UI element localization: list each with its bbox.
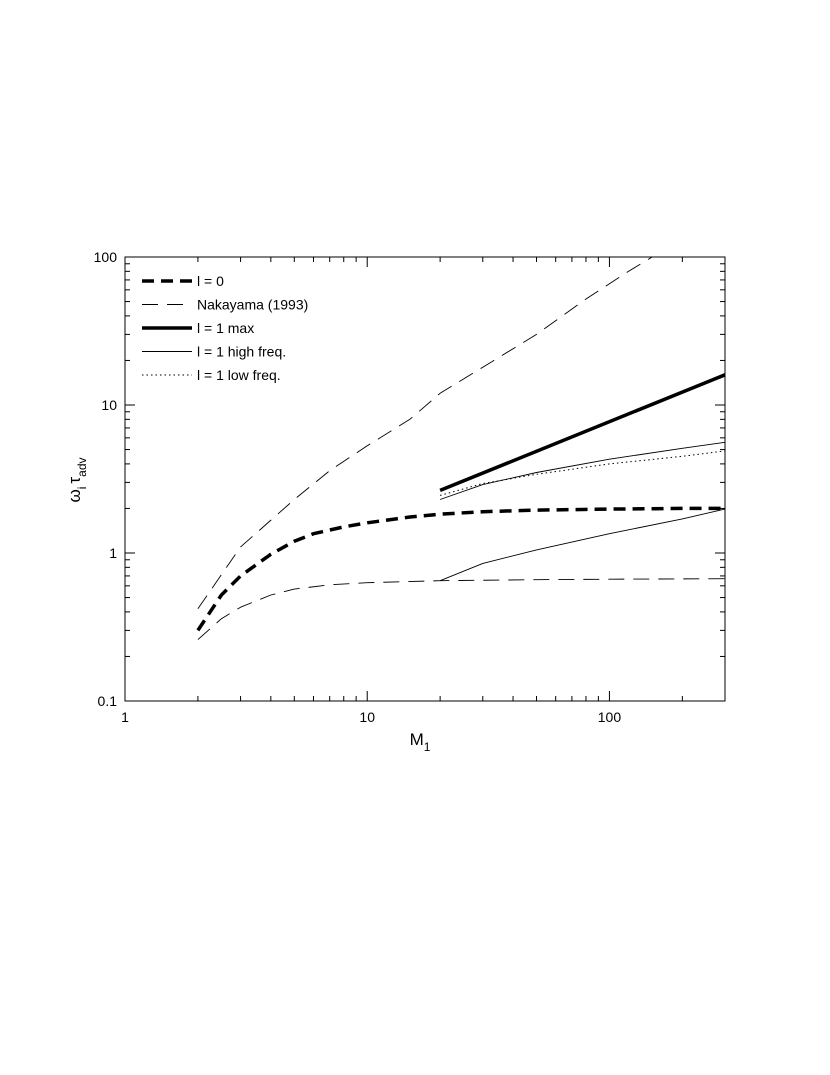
- legend-label: l = 0: [197, 273, 224, 289]
- series-layer: [196, 257, 725, 640]
- series-line-2: [197, 578, 725, 640]
- x-axis-label-main: M: [410, 730, 424, 749]
- series-line-1: [197, 257, 653, 610]
- legend-label: Nakayama (1993): [197, 297, 308, 313]
- axis-ticks: [124, 256, 726, 702]
- plot-frame: [124, 256, 726, 702]
- series-line-6: [439, 450, 725, 496]
- x-axis-label: M1: [410, 730, 431, 754]
- y-tick-label: 0.1: [98, 693, 118, 709]
- y-tick-label: 1: [109, 545, 117, 561]
- x-tick-label: 10: [359, 709, 375, 725]
- y-axis-label-omega: ω: [65, 489, 84, 502]
- series-line-0: [196, 506, 725, 632]
- y-tick-label: 10: [101, 397, 117, 413]
- y-axis-label-tau: τ: [65, 477, 84, 484]
- legend: l = 0 Nakayama (1993) l = 1 max l = 1 high …: [142, 273, 308, 383]
- x-axis-label-subscript: 1: [424, 740, 431, 754]
- x-tick-label: 100: [598, 709, 622, 725]
- legend-label: l = 1 max: [197, 320, 254, 336]
- y-axis-label-omega-sub: i: [75, 487, 89, 490]
- legend-label: l = 1 low freq.: [197, 367, 281, 383]
- x-tick-label: 1: [121, 709, 129, 725]
- legend-label: l = 1 high freq.: [197, 344, 286, 360]
- series-line-5: [439, 508, 725, 582]
- series-line-3: [439, 373, 725, 493]
- y-tick-label: 100: [94, 249, 118, 265]
- y-axis-label-tau-sub: adv: [75, 457, 89, 476]
- y-axis-label: ωiτadv: [65, 457, 89, 502]
- series-line-4: [439, 441, 725, 500]
